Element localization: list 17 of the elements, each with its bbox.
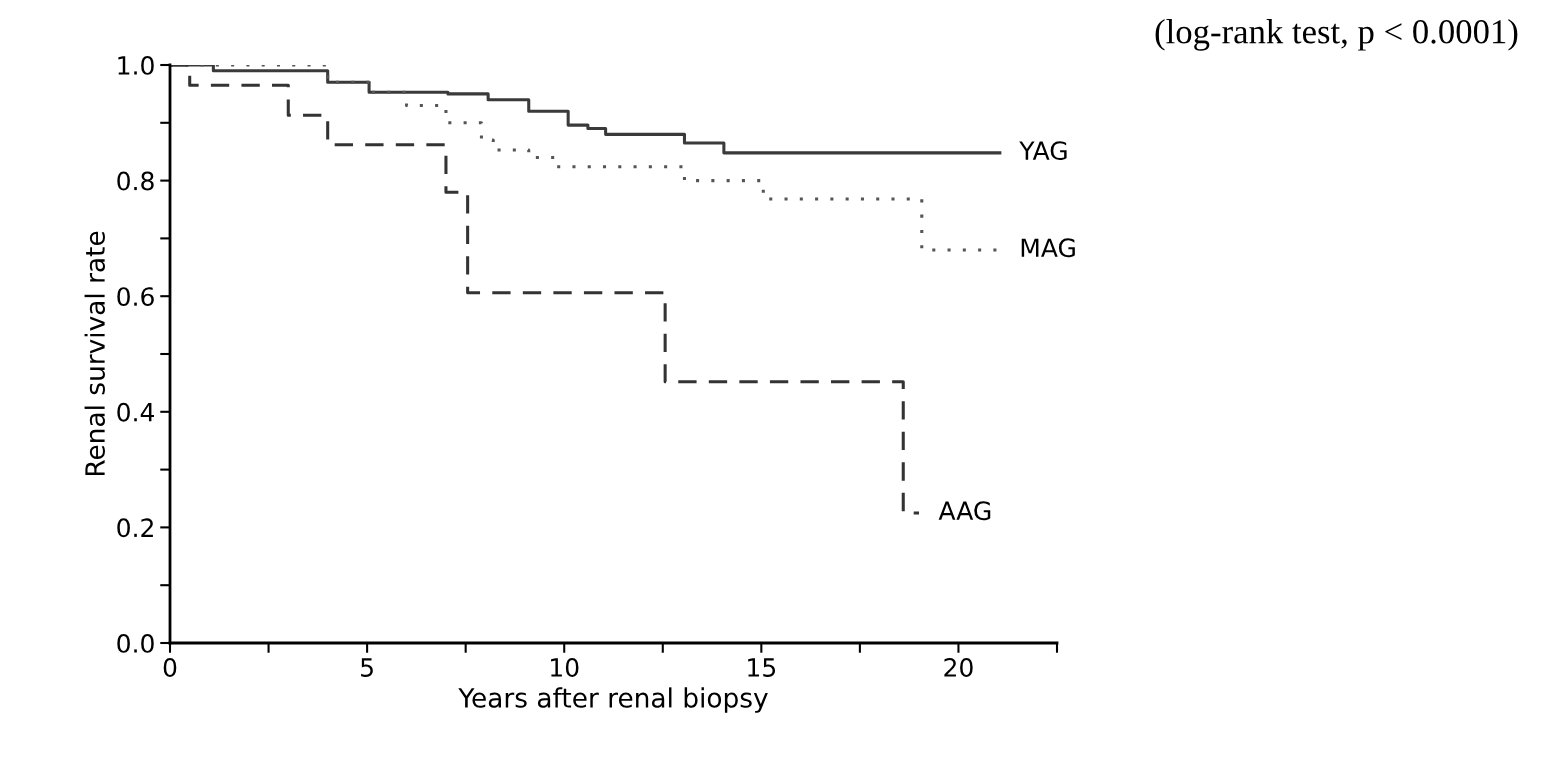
x-tick-label: 20 <box>944 658 973 677</box>
x-tick-label: 15 <box>748 658 776 677</box>
y-tick-label: 0.6 <box>117 287 154 307</box>
text: (log-rank test, p < 0.0001) <box>1155 19 1518 51</box>
y-tick-label: 1.0 <box>118 55 154 75</box>
x-tick-label: 5 <box>361 658 373 677</box>
series-label: YAG <box>1019 141 1067 161</box>
x-tick-label: 0 <box>163 658 177 677</box>
y-axis-title: Renal survival rate <box>84 231 105 476</box>
series-label: MAG <box>1021 238 1075 258</box>
y-tick-label: 0.4 <box>117 402 155 422</box>
series-label: AAG <box>938 501 991 521</box>
x-tick-label: 10 <box>551 658 579 677</box>
y-tick-label: 0.2 <box>117 518 153 538</box>
x-axis-title: Years after renal biopsy <box>458 687 768 713</box>
y-tick-label: 0.0 <box>117 633 154 653</box>
y-tick-label: 0.8 <box>117 171 154 191</box>
